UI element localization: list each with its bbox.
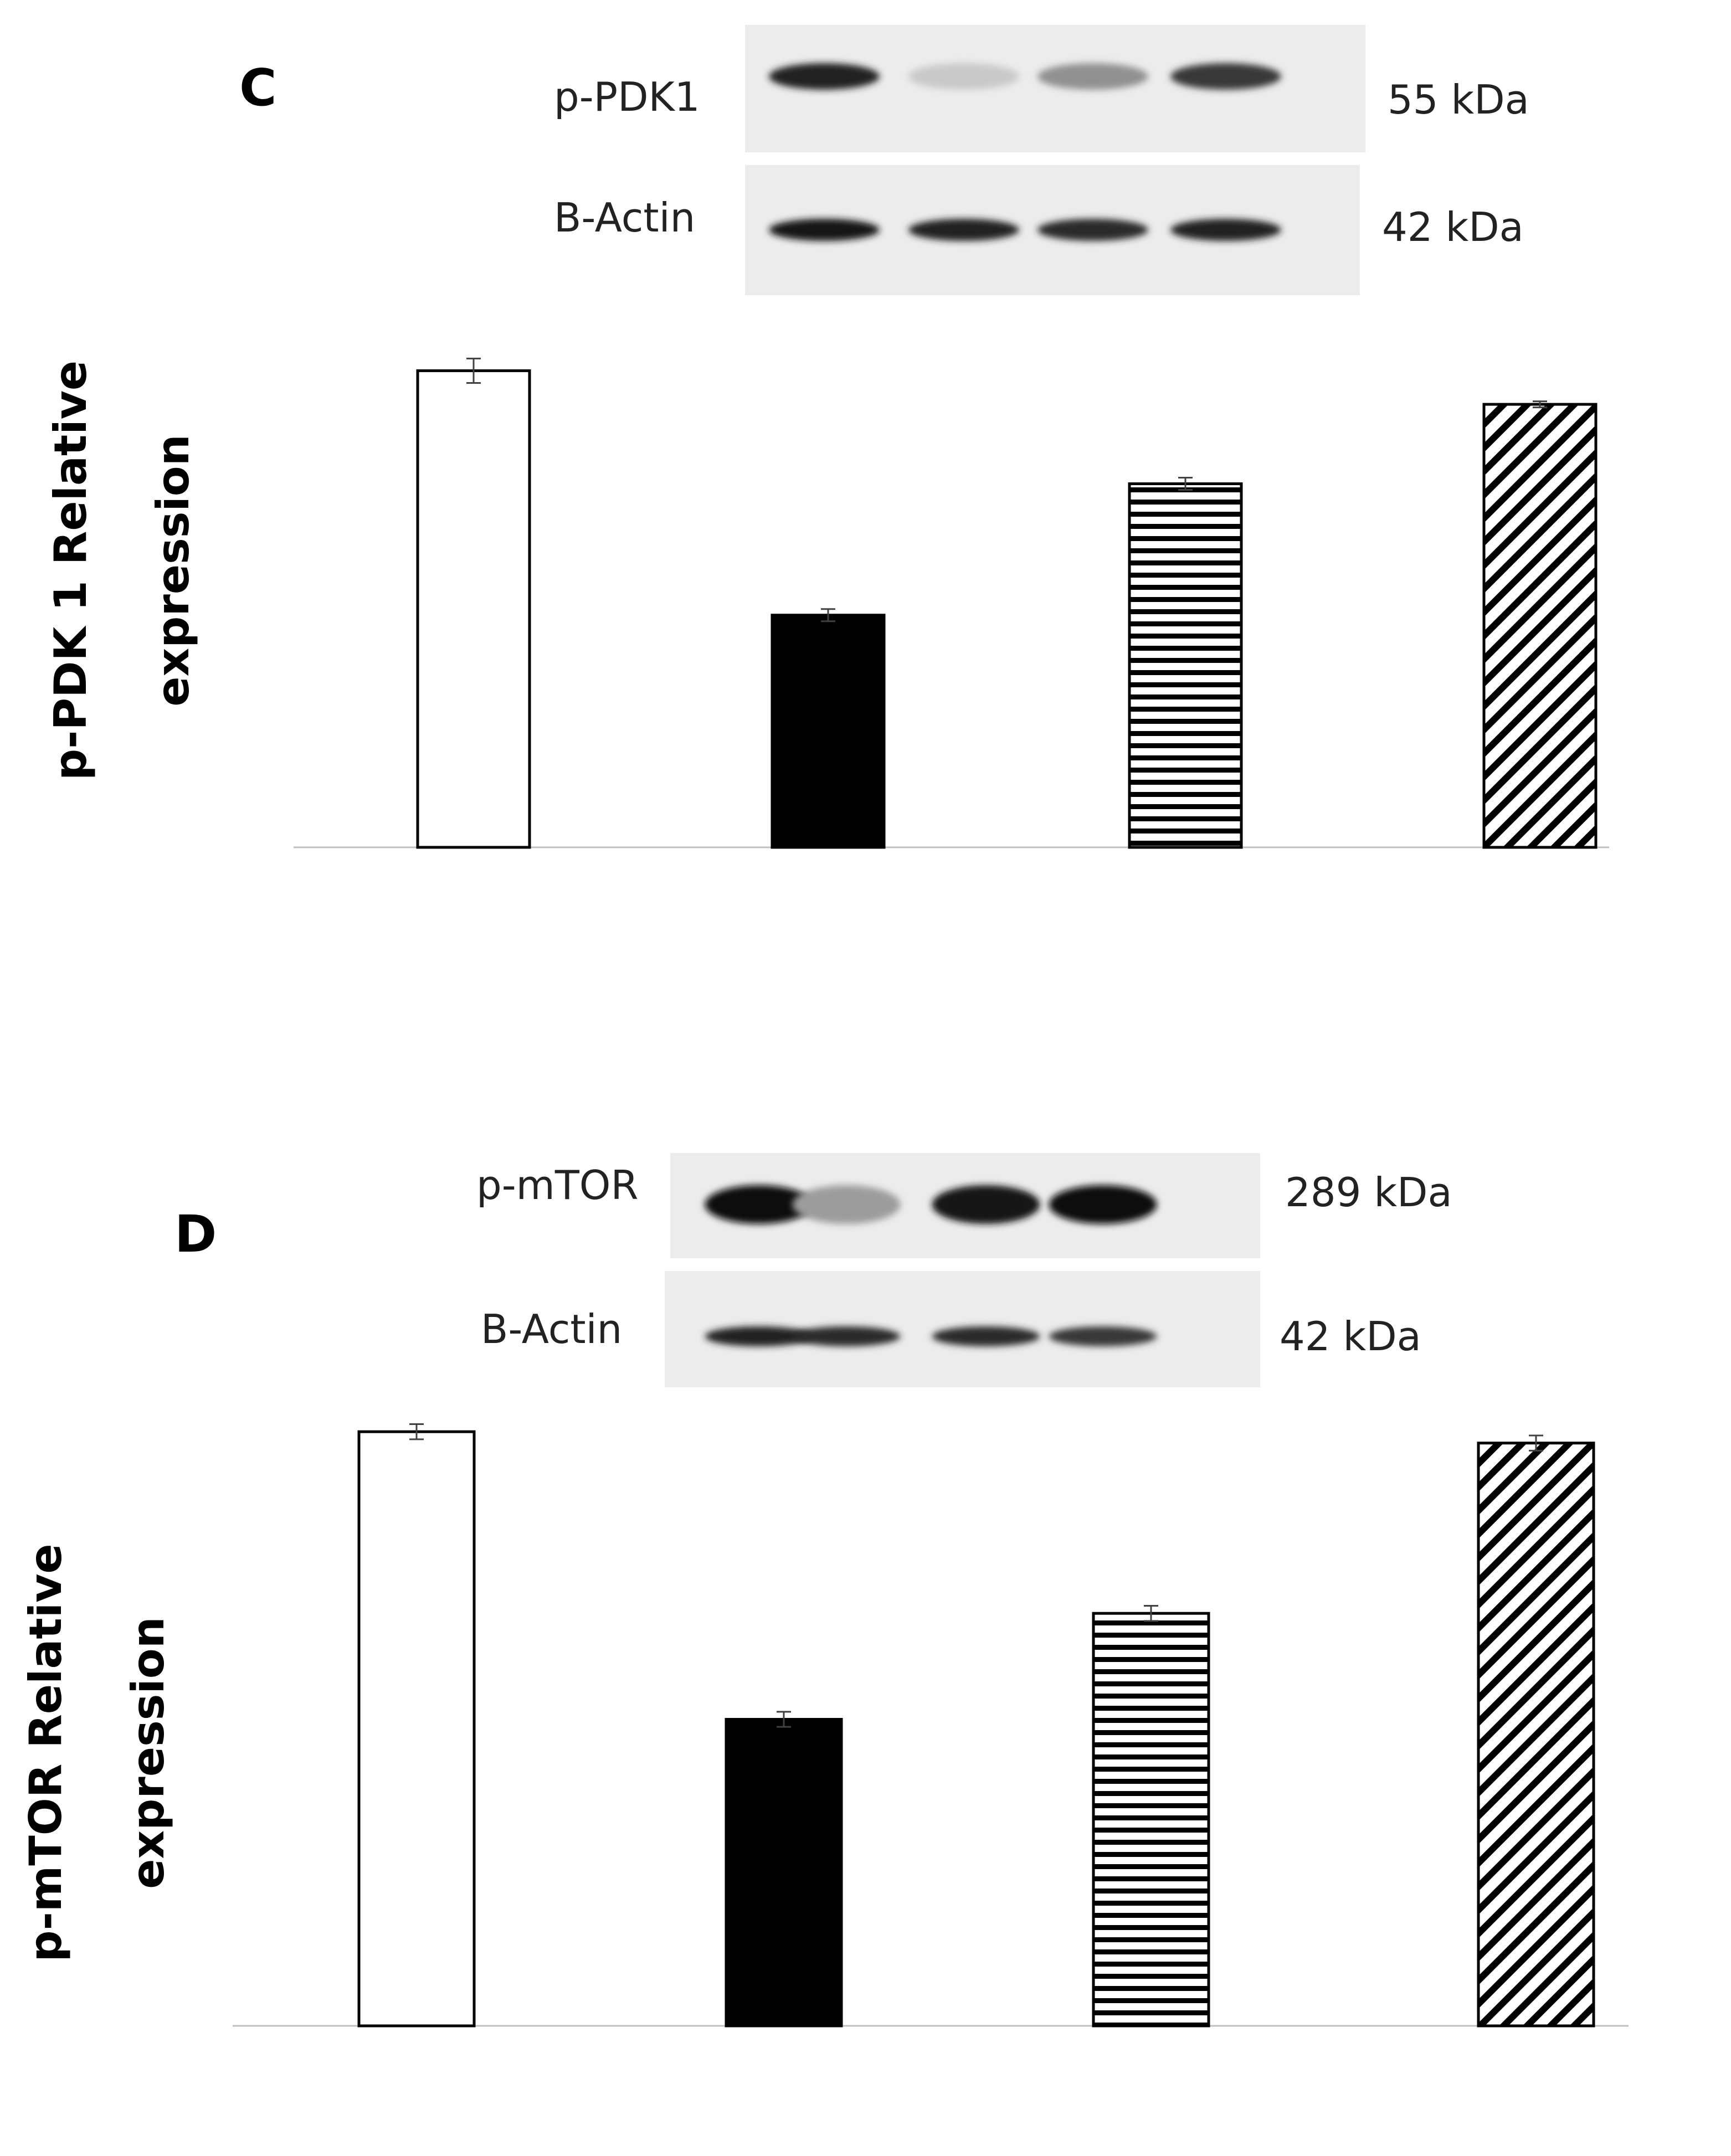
blot-size-c-bottom: 42 kDa [1382,204,1524,250]
western-blot-d: p-mTOR B-Actin 289 kDa 42 kDa [476,1153,1452,1387]
blot-band [769,63,880,90]
blot-band [1037,63,1148,90]
blot-band [908,63,1019,90]
blot-label-c-bottom: B-Actin [554,194,695,241]
western-blot-c: p-PDK1 B-Actin 55 kDa 42 kDa [554,25,1529,295]
blot-label-d-bottom: B-Actin [481,1306,622,1352]
plot-area-d [233,1423,1629,2028]
bar-normal-control [416,369,531,849]
blot-band [705,1185,813,1224]
blot-band [908,219,1019,241]
blot-size-d-bottom: 42 kDa [1280,1313,1421,1360]
bar-pio [1128,482,1243,849]
blot-bands-c [769,63,1281,241]
bar-p-ppar-synthetic-derivative [1482,403,1598,849]
blot-band [932,1185,1040,1224]
blot-band [1037,219,1148,241]
bar-pio [1092,1612,1210,2028]
y-axis-title-d: p-mTOR Relative expression [20,1543,174,1962]
blot-strip-c-top [745,25,1365,152]
y-axis-title-c-line2: expression [147,434,199,706]
blot-band [705,1326,813,1346]
panel-c: C p-PDK1 B-Actin 55 kDa 42 kDa p-PDK 1 R… [45,25,1609,849]
blot-size-d-top: 289 kDa [1285,1169,1452,1216]
panel-d: D p-mTOR B-Actin 289 kDa 42 kDa p-mTOR R… [20,1153,1629,2028]
blot-band [1049,1185,1157,1224]
blot-label-c-top: p-PDK1 [554,74,700,120]
blot-band [932,1326,1040,1346]
y-axis-title-d-line2: expression [122,1617,174,1889]
blot-band [1170,63,1281,90]
panel-label-c: C [239,58,277,117]
blot-band [792,1185,901,1224]
panel-label-d: D [174,1205,217,1264]
blot-size-c-top: 55 kDa [1388,76,1529,123]
y-axis-title-c-line1: p-PDK 1 Relative [45,361,96,780]
blot-band [1170,219,1281,241]
blot-bands-d [705,1185,1157,1346]
bar-positive-control [771,614,886,849]
y-axis-title-c: p-PDK 1 Relative expression [45,361,199,780]
plot-area-c [294,357,1609,849]
bar-positive-control [725,1718,843,2028]
bar-p-ppar-synthetic-derivative [1477,1442,1595,2028]
blot-band [769,219,880,241]
y-axis-title-d-line1: p-mTOR Relative [20,1543,71,1962]
bar-normal-control [357,1430,476,2028]
blot-label-d-top: p-mTOR [476,1162,639,1208]
blot-band [1049,1326,1157,1346]
blot-band [792,1326,901,1346]
